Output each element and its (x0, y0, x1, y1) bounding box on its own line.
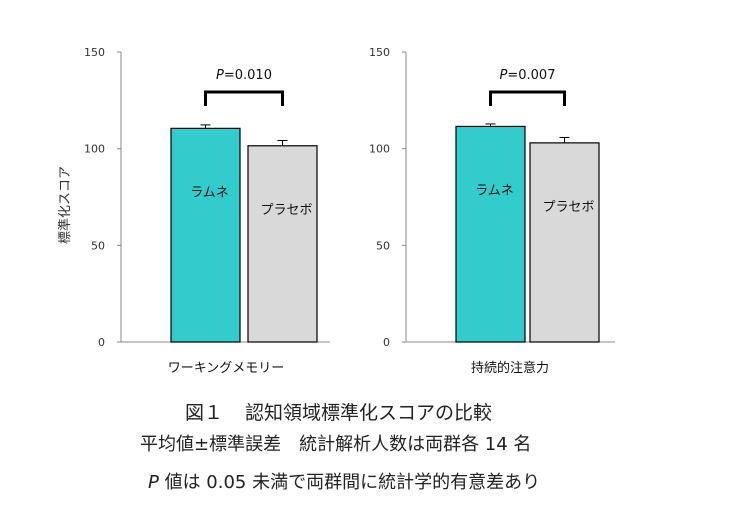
panel2-y-tick-label: 50 (376, 239, 390, 252)
panel2-y-tick-label: 100 (369, 143, 390, 156)
figure-title: 認知領域標準化スコアの比較 (245, 402, 493, 424)
panel1-bar-label: ラムネ (190, 185, 229, 200)
panel1-significance-bracket (204, 90, 284, 106)
figure-caption-title: 図１ 認知領域標準化スコアの比較 (185, 398, 739, 425)
panel1-bar-label: プラセボ (260, 203, 312, 218)
panel1-y-tick-label: 50 (91, 239, 105, 252)
panel1-y-tick-label: 100 (84, 143, 105, 156)
p-symbol: P (148, 472, 159, 493)
panel2-y-tick-label: 150 (369, 46, 390, 59)
panel1-y-axis-label: 標準化スコア (57, 166, 73, 244)
panel1-x-axis-label: ワーキングメモリー (168, 361, 285, 376)
panel2-p-value-label: P=0.007 (500, 68, 556, 83)
panel2-y-tick-label: 0 (383, 336, 390, 349)
panel2-significance-bracket (489, 90, 566, 106)
panel1-y-tick-label: 150 (84, 46, 105, 59)
panel1-p-value-label: P=0.010 (216, 68, 272, 83)
panel1-y-tick-label: 0 (98, 336, 105, 349)
figure-caption-line3: P 値は 0.05 未満で両群間に統計学的有意差あり (148, 468, 739, 494)
panel2-bar-label: ラムネ (475, 183, 514, 198)
panel1-bar-placebo (247, 145, 318, 343)
panel2-bar-label: プラセボ (542, 200, 594, 215)
figure-caption-line2: 平均値±標準誤差 統計解析人数は両群各 14 名 (140, 434, 532, 455)
panel2-bar-placebo (529, 142, 600, 343)
panel1-bar-ramune (170, 127, 241, 343)
figure-number: 図１ (185, 402, 224, 424)
caption-line3-text: 値は 0.05 未満で両群間に統計学的有意差あり (158, 472, 541, 493)
panel2-x-axis-label: 持続的注意力 (471, 360, 549, 376)
panel2-bar-ramune (455, 125, 526, 343)
